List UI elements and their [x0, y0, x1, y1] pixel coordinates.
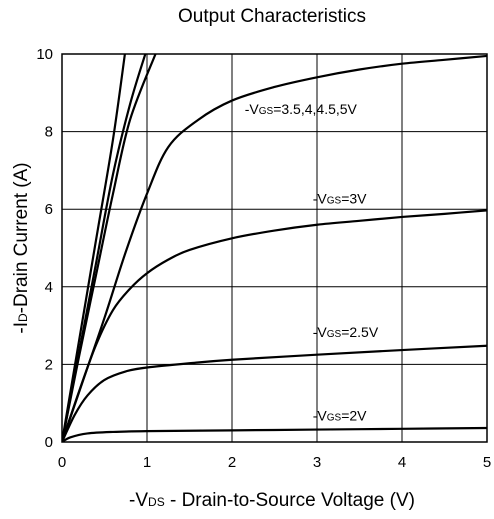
- curve-annotation: -VGS=2V: [313, 408, 367, 424]
- curve-3: [62, 54, 487, 442]
- x-tick-labels: 0 1 2 3 4 5: [58, 454, 491, 471]
- y-tick-label: 8: [45, 124, 53, 141]
- x-tick-label: 5: [483, 454, 491, 471]
- y-tick-label: 6: [45, 201, 53, 218]
- curve-annotations: -VGS=3.5,4,4.5,5V -VGS=3V -VGS=2.5V -VGS=2V: [245, 101, 379, 424]
- y-tick-labels: 0 2 4 6 8 10: [36, 46, 53, 451]
- curve-0: [62, 54, 126, 442]
- curve-annotation: -VGS=2.5V: [313, 324, 379, 340]
- curve-annotation: -VGS=3V: [313, 190, 367, 206]
- curve-6: [62, 426, 487, 442]
- curve-4: [62, 209, 487, 442]
- chart-title: Output Characteristics: [178, 6, 366, 27]
- x-tick-label: 4: [398, 454, 406, 471]
- curve-2: [62, 54, 157, 442]
- y-tick-label: 10: [36, 46, 53, 63]
- x-tick-label: 3: [313, 454, 321, 471]
- x-axis-label: -VDS - Drain-to-Source Voltage (V): [129, 490, 415, 511]
- x-axis-label-text: -VDS - Drain-to-Source Voltage (V): [129, 490, 415, 511]
- curves-group: [62, 54, 487, 442]
- x-tick-label: 2: [228, 454, 236, 471]
- curve-5: [62, 344, 487, 442]
- x-tick-label: 0: [58, 454, 66, 471]
- plot-frame: [61, 53, 488, 443]
- y-axis-label: -ID-Drain Current (A): [11, 162, 32, 333]
- y-tick-label: 4: [45, 279, 53, 296]
- x-tick-label: 1: [143, 454, 151, 471]
- y-axis-label-text: -ID-Drain Current (A): [11, 162, 32, 333]
- y-tick-label: 0: [45, 434, 53, 451]
- y-tick-label: 2: [45, 356, 53, 373]
- curve-annotation: -VGS=3.5,4,4.5,5V: [245, 101, 358, 117]
